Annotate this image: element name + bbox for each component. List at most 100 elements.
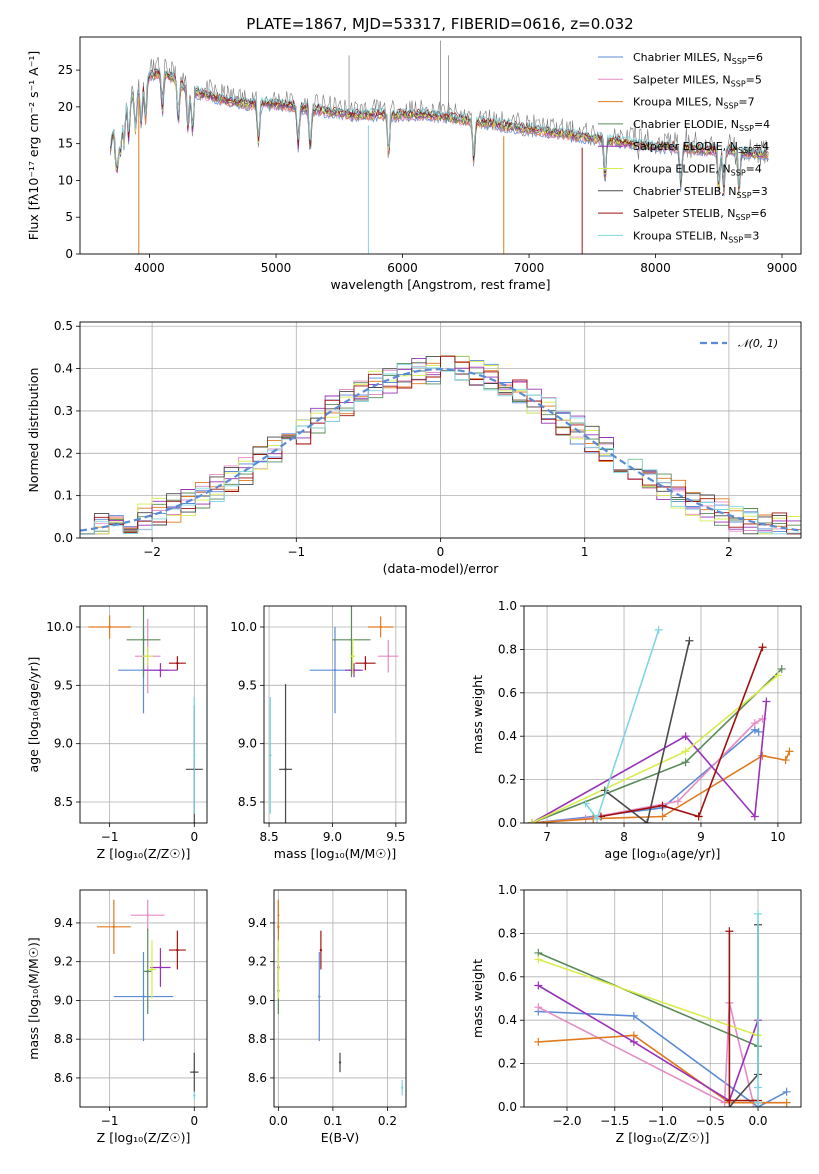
x-tick-label: 6000 xyxy=(387,261,418,275)
legend-label-chabrier-elodie: Chabrier ELODIE, NSSP=4 xyxy=(633,118,770,133)
errorbar-kroupa-stelib xyxy=(193,1091,196,1100)
errorbar-chabrier-elodie xyxy=(332,606,371,678)
data-point xyxy=(112,925,116,929)
x-axis-label: wavelength [Angstrom, rest frame] xyxy=(330,277,550,292)
x-tick-label: −1 xyxy=(287,545,305,559)
x-tick-label: 0.2 xyxy=(378,1114,397,1128)
legend-label-chabrier-stelib: Chabrier STELIB, NSSP=3 xyxy=(633,185,768,200)
weight-marker xyxy=(681,747,690,756)
axes-frame xyxy=(79,36,802,255)
y-tick-label: 8.5 xyxy=(54,795,73,809)
x-axis-label: mass [log₁₀(M/M☉)] xyxy=(274,846,396,861)
weight-marker xyxy=(781,756,790,765)
y-tick-label: 8.8 xyxy=(54,1032,73,1046)
x-axis-label: Z [log₁₀(Z/Z☉)] xyxy=(97,1130,191,1145)
legend-count: =6 xyxy=(747,51,763,64)
y-tick-label: 0.6 xyxy=(498,686,517,700)
y-tick-label: 0.8 xyxy=(498,926,517,940)
x-tick-label: 5000 xyxy=(261,261,292,275)
panel-weight-vs-age: 7 8 9 10 0.0 0.2 0.4 0.6 0.8 1.0 age [log₁₀(age/yr… xyxy=(470,599,802,861)
data-point xyxy=(350,638,353,642)
legend-subscript: SSP xyxy=(737,191,752,200)
plot-area-weight-vs-age xyxy=(527,625,794,823)
x-tick-label: 9 xyxy=(697,830,705,844)
y-tick-label: 25 xyxy=(58,63,73,77)
weight-marker xyxy=(534,955,543,964)
legend-label-salpeter-elodie: Salpeter ELODIE, NSSP=4 xyxy=(633,140,769,155)
data-point xyxy=(338,1061,342,1064)
errorbar-kroupa-stelib xyxy=(269,697,272,814)
y-tick-label: 8.6 xyxy=(54,1071,73,1085)
panel-spectrum: 4000 5000 6000 7000 8000 9000 0 5 10 15 20 25 wavele… xyxy=(26,36,802,292)
histogram-salpeter-stelib xyxy=(80,355,801,535)
weight-series-kroupa-stelib xyxy=(581,625,663,823)
data-point xyxy=(318,995,321,998)
x-tick-label: −0.5 xyxy=(696,1114,725,1128)
y-tick-label: 9.0 xyxy=(248,993,267,1007)
weight-marker xyxy=(685,636,694,645)
weight-marker xyxy=(750,719,759,728)
legend-model-name: Salpeter STELIB, N xyxy=(633,207,735,220)
legend-count: =4 xyxy=(746,163,762,176)
legend-subscript: SSP xyxy=(735,213,750,222)
x-tick-label: 0 xyxy=(190,1114,198,1128)
x-tick-label: 10 xyxy=(770,830,785,844)
weight-marker xyxy=(725,927,734,936)
y-tick-label: 0.1 xyxy=(54,489,73,503)
weight-marker xyxy=(593,814,602,823)
data-point xyxy=(176,661,179,665)
weight-marker xyxy=(658,812,667,821)
x-tick-label: −2 xyxy=(143,545,161,559)
spectrum-model-salpeter-stelib xyxy=(110,68,769,189)
y-axis-label: mass weight xyxy=(470,959,485,1038)
y-tick-label: 0.4 xyxy=(498,729,517,743)
data-point xyxy=(387,654,390,658)
data-point xyxy=(277,968,280,971)
x-tick-label: 8 xyxy=(620,830,628,844)
data-point xyxy=(159,668,162,672)
y-tick-label: 8.6 xyxy=(248,1071,267,1085)
x-tick-label: −1.5 xyxy=(600,1114,629,1128)
legend-count: =6 xyxy=(750,207,766,220)
x-tick-label: −1.0 xyxy=(648,1114,677,1128)
y-axis-label: mass [log₁₀(M/M☉)] xyxy=(26,937,41,1059)
weight-marker xyxy=(658,801,667,810)
data-point xyxy=(352,668,356,672)
weight-marker xyxy=(534,981,543,990)
data-point xyxy=(319,948,323,952)
panel-age-vs-mass: 8.5 9.0 9.5 8.5 9.0 9.5 10.0 mass [log₁₀(M/M☉)] xyxy=(230,605,407,861)
data-point xyxy=(159,966,162,969)
y-tick-label: 0.2 xyxy=(498,773,517,787)
y-tick-label: 8.8 xyxy=(248,1032,267,1046)
weight-series-salpeter-stelib xyxy=(596,643,767,821)
weight-marker xyxy=(694,812,703,821)
legend-model-name: Chabrier STELIB, N xyxy=(633,185,737,198)
errorbar-chabrier-miles xyxy=(113,952,174,1042)
errorbar-chabrier-elodie xyxy=(126,606,161,678)
x-tick-label: 9.5 xyxy=(386,830,405,844)
plot-area-age-vs-mass xyxy=(269,606,399,823)
y-tick-label: 10 xyxy=(58,173,73,187)
y-tick-label: 0.3 xyxy=(54,404,73,418)
errorbar-kroupa-miles xyxy=(96,899,131,954)
plot-area-age-vs-z xyxy=(88,606,203,823)
axes-frame xyxy=(79,889,208,1108)
data-point xyxy=(400,1086,404,1089)
legend-subscript: SSP xyxy=(731,169,746,178)
x-tick-label: −2.0 xyxy=(552,1114,581,1128)
y-tick-label: 9.0 xyxy=(54,993,73,1007)
errorbar-salpeter-stelib xyxy=(168,930,186,970)
y-tick-label: 9.0 xyxy=(238,737,257,751)
legend-count: =7 xyxy=(738,96,754,109)
data-point xyxy=(269,754,272,757)
errorbar-salpeter-elodie xyxy=(345,663,363,678)
data-point xyxy=(193,1070,196,1074)
y-tick-label: 0.2 xyxy=(54,446,73,460)
weight-series-kroupa-miles xyxy=(527,747,794,823)
data-point xyxy=(108,625,111,629)
weight-marker xyxy=(754,909,763,918)
weight-marker xyxy=(534,1037,543,1046)
weight-marker xyxy=(754,727,763,736)
errorbar-kroupa-miles xyxy=(367,616,394,638)
